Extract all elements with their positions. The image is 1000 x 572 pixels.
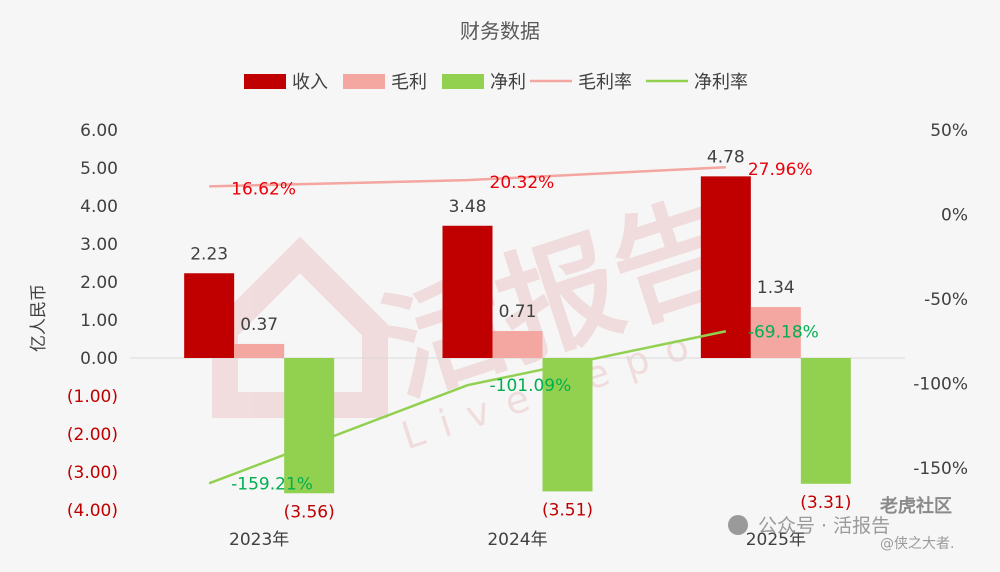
x-tick-label: 2024年 (487, 530, 547, 550)
x-tick-label: 2023年 (229, 530, 289, 550)
y-axis-title: 亿人民币 (29, 284, 49, 352)
source-credit: 公众号 · 活报告 老虎社区 @侠之大者. (728, 495, 954, 552)
line-data-label: -69.18% (748, 322, 819, 342)
y-tick-label: (2.00) (67, 425, 118, 445)
bar-data-label: 2.23 (190, 244, 228, 264)
legend-swatch (343, 74, 385, 89)
bar-data-label: (3.51) (542, 500, 593, 520)
bar-收入 (700, 176, 751, 358)
legend-item-收入: 收入 (244, 72, 328, 93)
bar-收入 (184, 273, 235, 358)
line-净利率 (208, 330, 727, 485)
legend-item-毛利: 毛利 (343, 72, 427, 93)
y2-tick-label: -100% (913, 374, 968, 394)
y2-tick-label: 50% (930, 121, 968, 141)
y-tick-label: (1.00) (67, 387, 118, 407)
y-tick-label: 0.00 (80, 349, 118, 369)
legend-swatch (442, 74, 484, 89)
credit-line-1: 公众号 · 活报告 (758, 515, 890, 537)
bar-data-label: 0.37 (240, 315, 278, 335)
bar-毛利 (492, 331, 543, 358)
line-毛利率 (209, 165, 726, 188)
y-tick-label: 4.00 (80, 197, 118, 217)
line-data-label: 20.32% (490, 173, 555, 193)
chart-title: 财务数据 (460, 19, 540, 43)
legend-label: 毛利 (391, 72, 427, 93)
legend-label: 收入 (292, 72, 328, 93)
y-tick-label: 1.00 (80, 311, 118, 331)
y2-tick-label: -150% (913, 459, 968, 479)
legend-item-净利: 净利 (442, 72, 526, 93)
x-tick-label: 2025年 (746, 530, 806, 550)
y-tick-label: 2.00 (80, 273, 118, 293)
y2-tick-label: -50% (924, 290, 968, 310)
bar-收入 (442, 225, 493, 358)
bar-毛利 (234, 343, 285, 358)
bar-净利 (800, 358, 851, 484)
line-data-label: 16.62% (231, 179, 296, 199)
bar-data-label: 0.71 (499, 302, 537, 322)
credit-line-3: @侠之大者. (880, 536, 954, 552)
line-data-label: 27.96% (748, 160, 813, 180)
legend-label: 毛利率 (578, 72, 632, 93)
bar-data-label: 3.48 (449, 197, 487, 217)
y-tick-label: (4.00) (67, 501, 118, 521)
y-tick-label: 3.00 (80, 235, 118, 255)
line-data-label: -101.09% (490, 376, 572, 396)
credit-line-2: 老虎社区 (880, 495, 952, 517)
chart-legend: 收入 毛利 净利 毛利率 净利率 (244, 72, 748, 93)
legend-item-毛利率: 毛利率 (530, 72, 632, 93)
bar-净利 (542, 358, 593, 492)
bar-data-label: 4.78 (707, 147, 745, 167)
bar-data-label: 1.34 (757, 278, 795, 298)
legend-item-净利率: 净利率 (646, 72, 748, 93)
bar-series (184, 176, 851, 494)
y-tick-label: (3.00) (67, 463, 118, 483)
bar-净利 (284, 358, 335, 494)
bar-data-label: (3.56) (284, 502, 335, 522)
bar-data-label: (3.31) (800, 493, 851, 513)
data-labels: 2.23 3.48 4.78 0.37 0.71 1.34 (3.56) (3.51) (3.3… (190, 147, 851, 522)
y-tick-label: 5.00 (80, 159, 118, 179)
y-tick-label: 6.00 (80, 121, 118, 141)
legend-label: 净利 (490, 72, 526, 93)
legend-swatch (244, 74, 286, 89)
bar-毛利 (750, 307, 801, 358)
legend-label: 净利率 (694, 72, 748, 93)
wechat-icon (728, 515, 748, 535)
y2-tick-label: 0% (941, 205, 968, 225)
line-data-label: -159.21% (231, 474, 313, 494)
line-series (208, 165, 727, 485)
axes: 6.00 5.00 4.00 3.00 2.00 1.00 0.00 (1.00) (2.00)… (67, 121, 968, 550)
